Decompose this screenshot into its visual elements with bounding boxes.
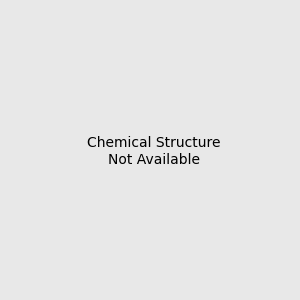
- Text: Chemical Structure
Not Available: Chemical Structure Not Available: [87, 136, 220, 166]
